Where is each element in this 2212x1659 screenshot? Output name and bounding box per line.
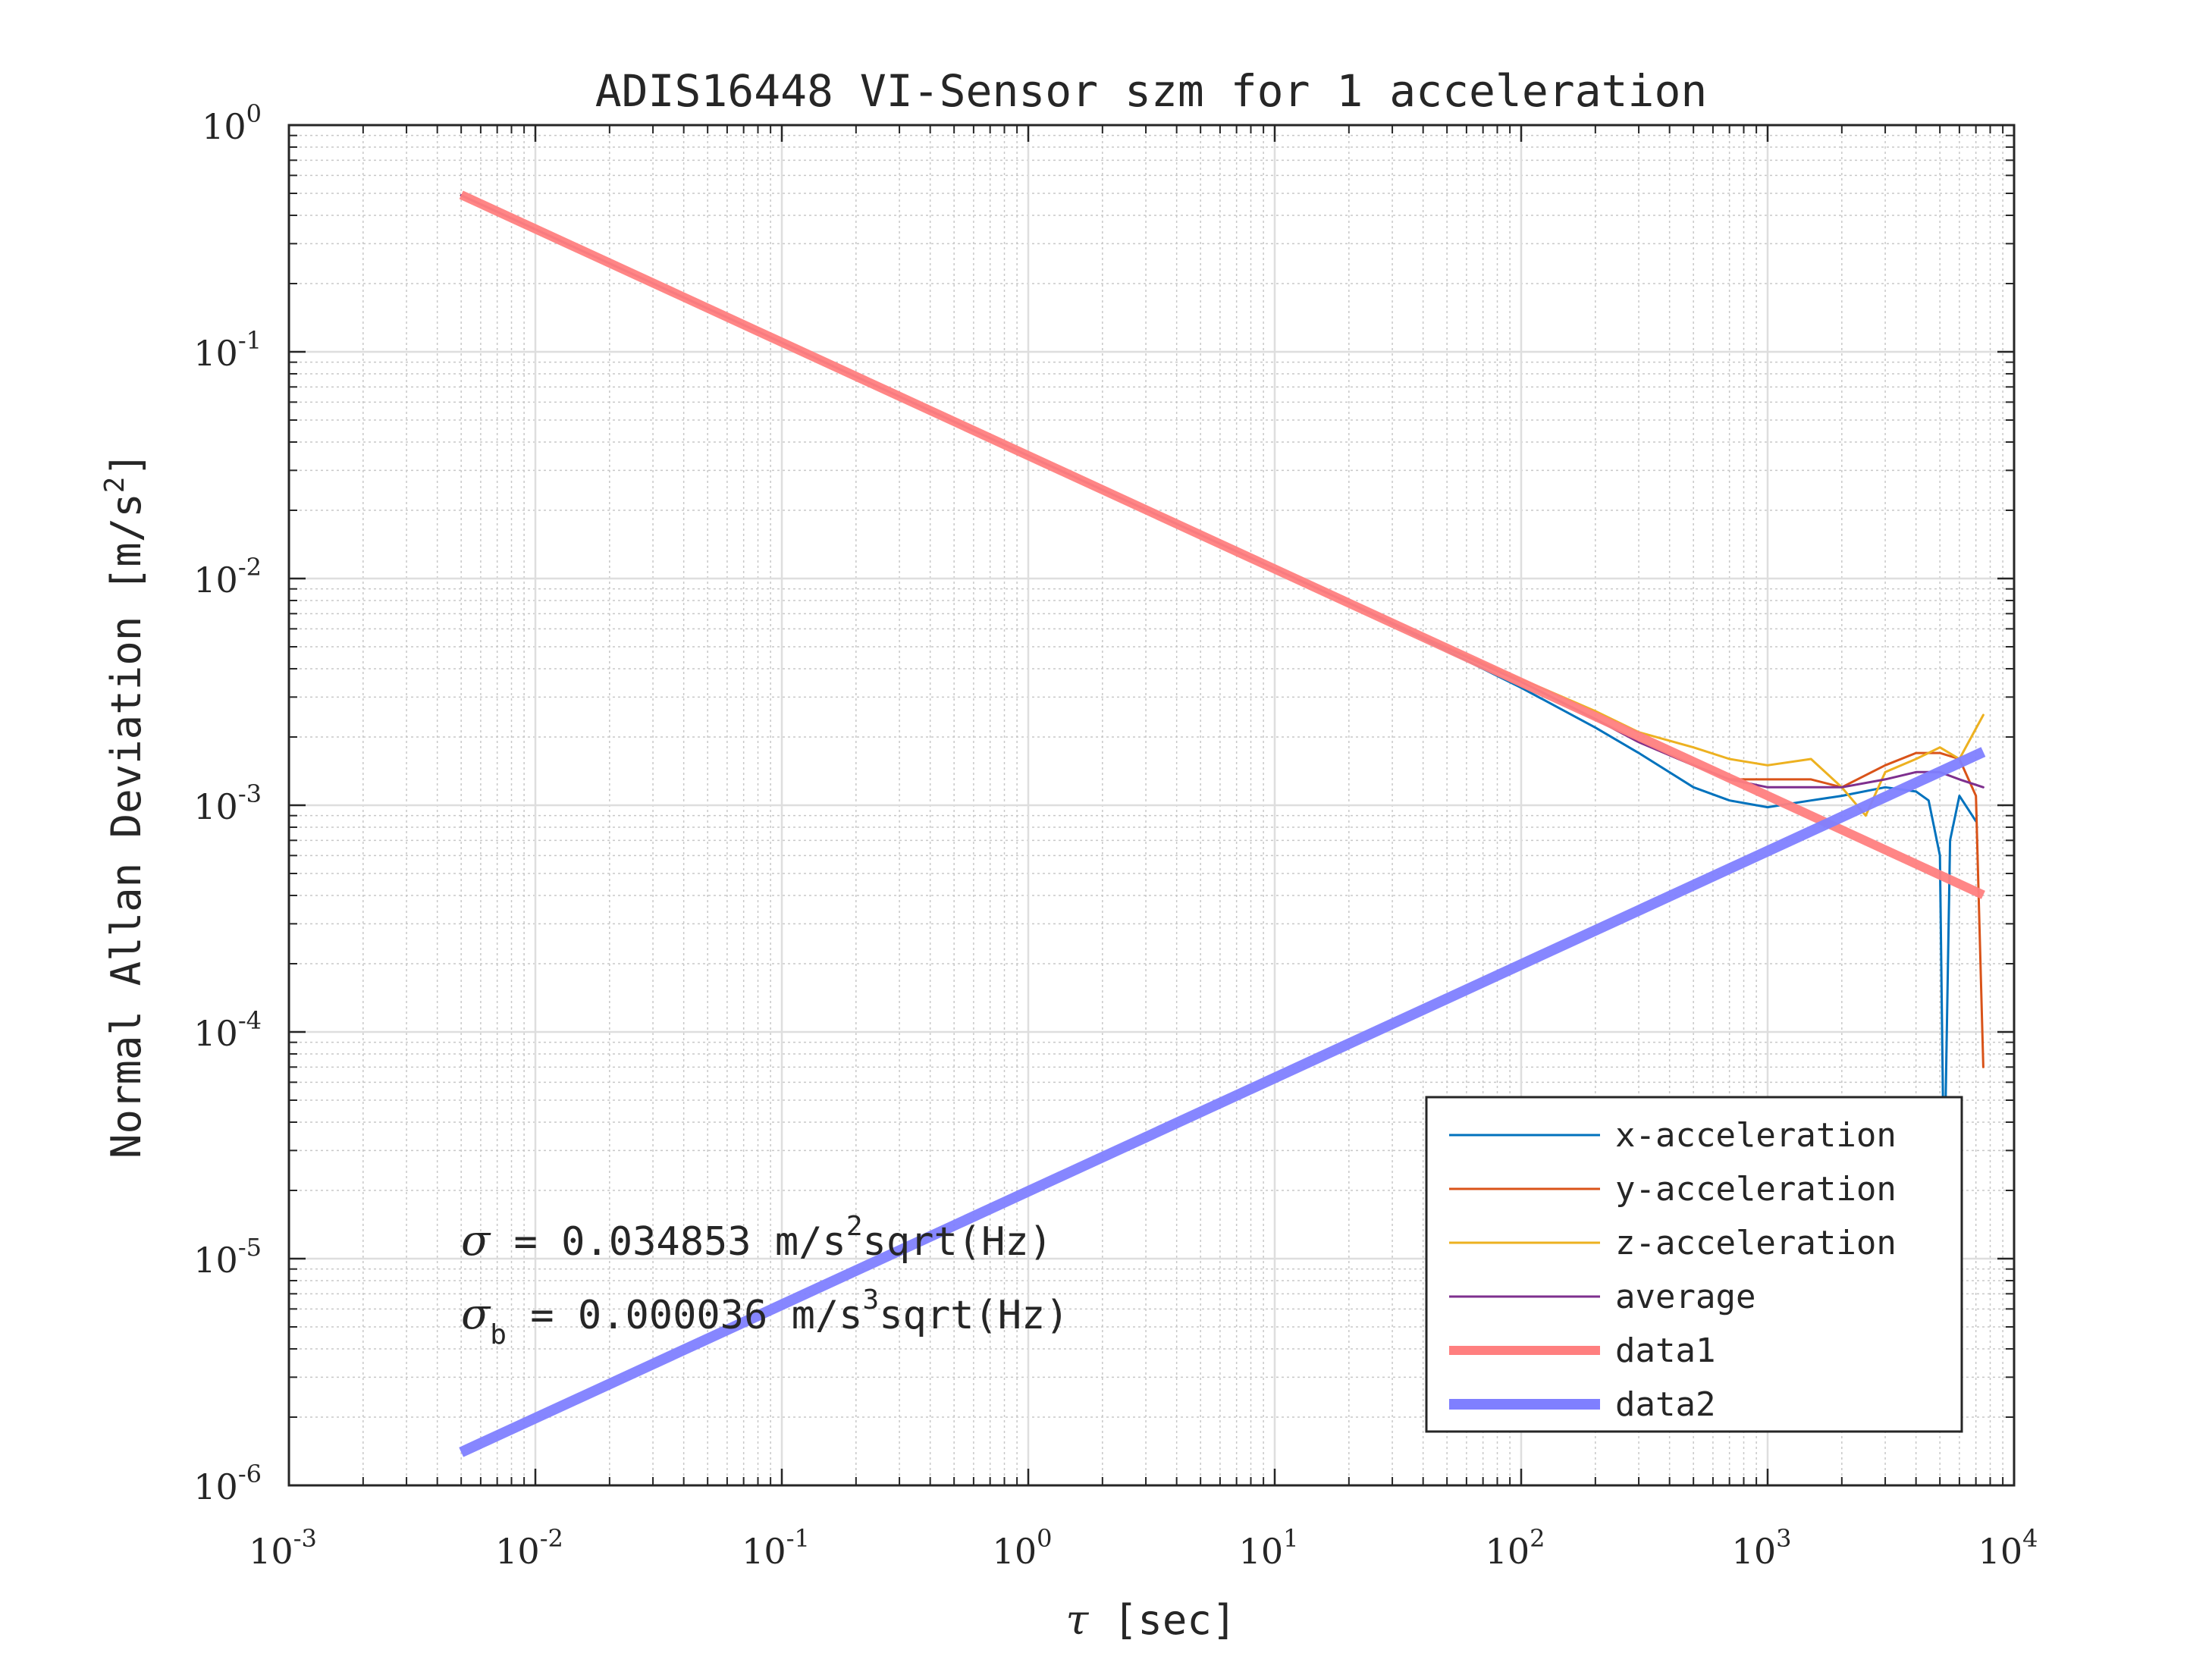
y-tick-base: 10 bbox=[193, 1013, 238, 1054]
x-tick-label: 103 bbox=[1732, 1524, 1792, 1572]
x-axis-label-text: [sec] bbox=[1088, 1596, 1236, 1644]
y-tick-label: 10-6 bbox=[193, 1460, 262, 1507]
y-tick-base: 10 bbox=[193, 333, 238, 374]
y-tick-label: 10-4 bbox=[193, 1006, 262, 1054]
x-tick-label: 10-2 bbox=[495, 1524, 563, 1572]
x-tick-base: 10 bbox=[993, 1531, 1037, 1572]
x-tick-exp: 0 bbox=[1037, 1524, 1052, 1553]
annotation-sigma: σ = 0.034853 m/s2sqrt(Hz) bbox=[461, 1211, 1053, 1265]
legend-label-y-acceleration: y-acceleration bbox=[1615, 1170, 1897, 1209]
annotation-sigma-b-sub: b bbox=[490, 1319, 507, 1350]
x-tick-exp: -1 bbox=[786, 1524, 810, 1553]
annotation-sigma-b-symbol: σ bbox=[461, 1290, 491, 1339]
x-tick-label: 100 bbox=[993, 1524, 1053, 1572]
y-tick-base: 10 bbox=[202, 106, 246, 147]
x-tick-label: 101 bbox=[1239, 1524, 1299, 1572]
x-tick-base: 10 bbox=[495, 1531, 540, 1572]
annotation-sigma-b-tail: sqrt(Hz) bbox=[879, 1293, 1068, 1338]
annotation-sigma-b: σb = 0.000036 m/s3sqrt(Hz) bbox=[461, 1284, 1069, 1350]
x-tick-exp: 2 bbox=[1530, 1524, 1545, 1553]
x-tick-exp: 3 bbox=[1776, 1524, 1791, 1553]
x-tick-exp: -2 bbox=[540, 1524, 563, 1553]
y-tick-exp: -4 bbox=[238, 1006, 262, 1035]
x-tick-base: 10 bbox=[1239, 1531, 1284, 1572]
x-tick-label: 104 bbox=[1978, 1524, 2038, 1572]
annotation-sigma-tail: sqrt(Hz) bbox=[863, 1219, 1053, 1265]
y-tick-base: 10 bbox=[193, 560, 238, 601]
annotation-sigma-sup: 2 bbox=[846, 1211, 863, 1242]
annotation-sigma-symbol: σ bbox=[461, 1216, 491, 1265]
y-tick-base: 10 bbox=[193, 1240, 238, 1281]
y-tick-base: 10 bbox=[193, 1466, 238, 1507]
x-tick-exp: -3 bbox=[293, 1524, 317, 1553]
legend-label-data2: data2 bbox=[1615, 1385, 1715, 1424]
x-axis-label-symbol: τ bbox=[1066, 1596, 1090, 1644]
legend-label-average: average bbox=[1615, 1278, 1755, 1316]
annotations: σ = 0.034853 m/s2sqrt(Hz) σb = 0.000036 … bbox=[461, 1211, 1069, 1350]
y-axis-label: Normal Allan Deviation [m/s2] bbox=[99, 452, 150, 1159]
y-tick-label: 10-3 bbox=[193, 779, 262, 827]
x-tick-base: 10 bbox=[1978, 1531, 2023, 1572]
y-axis-label-text: Normal Allan Deviation [m/s bbox=[102, 493, 150, 1159]
annotation-sigma-b-value: = 0.000036 m/s bbox=[507, 1293, 863, 1338]
x-tick-base: 10 bbox=[249, 1531, 293, 1572]
x-tick-base: 10 bbox=[1486, 1531, 1530, 1572]
y-tick-exp: -3 bbox=[238, 779, 262, 808]
y-tick-exp: -6 bbox=[238, 1460, 262, 1488]
chart-title: ADIS16448 VI-Sensor szm for 1 accelerati… bbox=[595, 65, 1708, 117]
x-axis-label: τ [sec] bbox=[1066, 1596, 1237, 1644]
x-tick-exp: 1 bbox=[1283, 1524, 1298, 1553]
y-tick-exp: -1 bbox=[238, 326, 262, 355]
y-axis-label-end: ] bbox=[102, 452, 150, 477]
annotation-sigma-value: = 0.034853 m/s bbox=[490, 1219, 846, 1265]
y-tick-label: 10-5 bbox=[193, 1233, 262, 1281]
series-line-data1 bbox=[459, 190, 1985, 899]
annotation-sigma-b-sup: 3 bbox=[863, 1284, 880, 1316]
legend-label-data1: data1 bbox=[1615, 1331, 1715, 1370]
legend-box bbox=[1425, 1096, 1963, 1433]
series-line-data2 bbox=[459, 747, 1986, 1457]
y-tick-exp: -5 bbox=[238, 1233, 262, 1262]
x-tick-label: 102 bbox=[1486, 1524, 1545, 1572]
x-tick-label: 10-3 bbox=[249, 1524, 317, 1572]
x-tick-exp: 4 bbox=[2022, 1524, 2038, 1553]
y-tick-base: 10 bbox=[193, 786, 238, 827]
axis-ticks bbox=[287, 124, 2016, 1487]
legend: x-acceleration y-acceleration z-accelerati… bbox=[1425, 1096, 1963, 1433]
x-tick-labels: 10-3 10-2 10-1 100 101 102 103 104 bbox=[249, 1524, 2038, 1572]
y-tick-label: 10-2 bbox=[193, 553, 262, 601]
y-tick-label: 100 bbox=[202, 99, 262, 147]
y-tick-label: 10-1 bbox=[193, 326, 262, 374]
y-axis-label-sup: 2 bbox=[99, 477, 130, 494]
y-tick-exp: 0 bbox=[246, 99, 262, 128]
x-tick-base: 10 bbox=[742, 1531, 786, 1572]
x-tick-label: 10-1 bbox=[742, 1524, 810, 1572]
y-tick-exp: -2 bbox=[238, 553, 262, 582]
legend-label-x-acceleration: x-acceleration bbox=[1615, 1116, 1897, 1155]
legend-label-z-acceleration: z-acceleration bbox=[1615, 1224, 1897, 1262]
x-tick-base: 10 bbox=[1732, 1531, 1777, 1572]
